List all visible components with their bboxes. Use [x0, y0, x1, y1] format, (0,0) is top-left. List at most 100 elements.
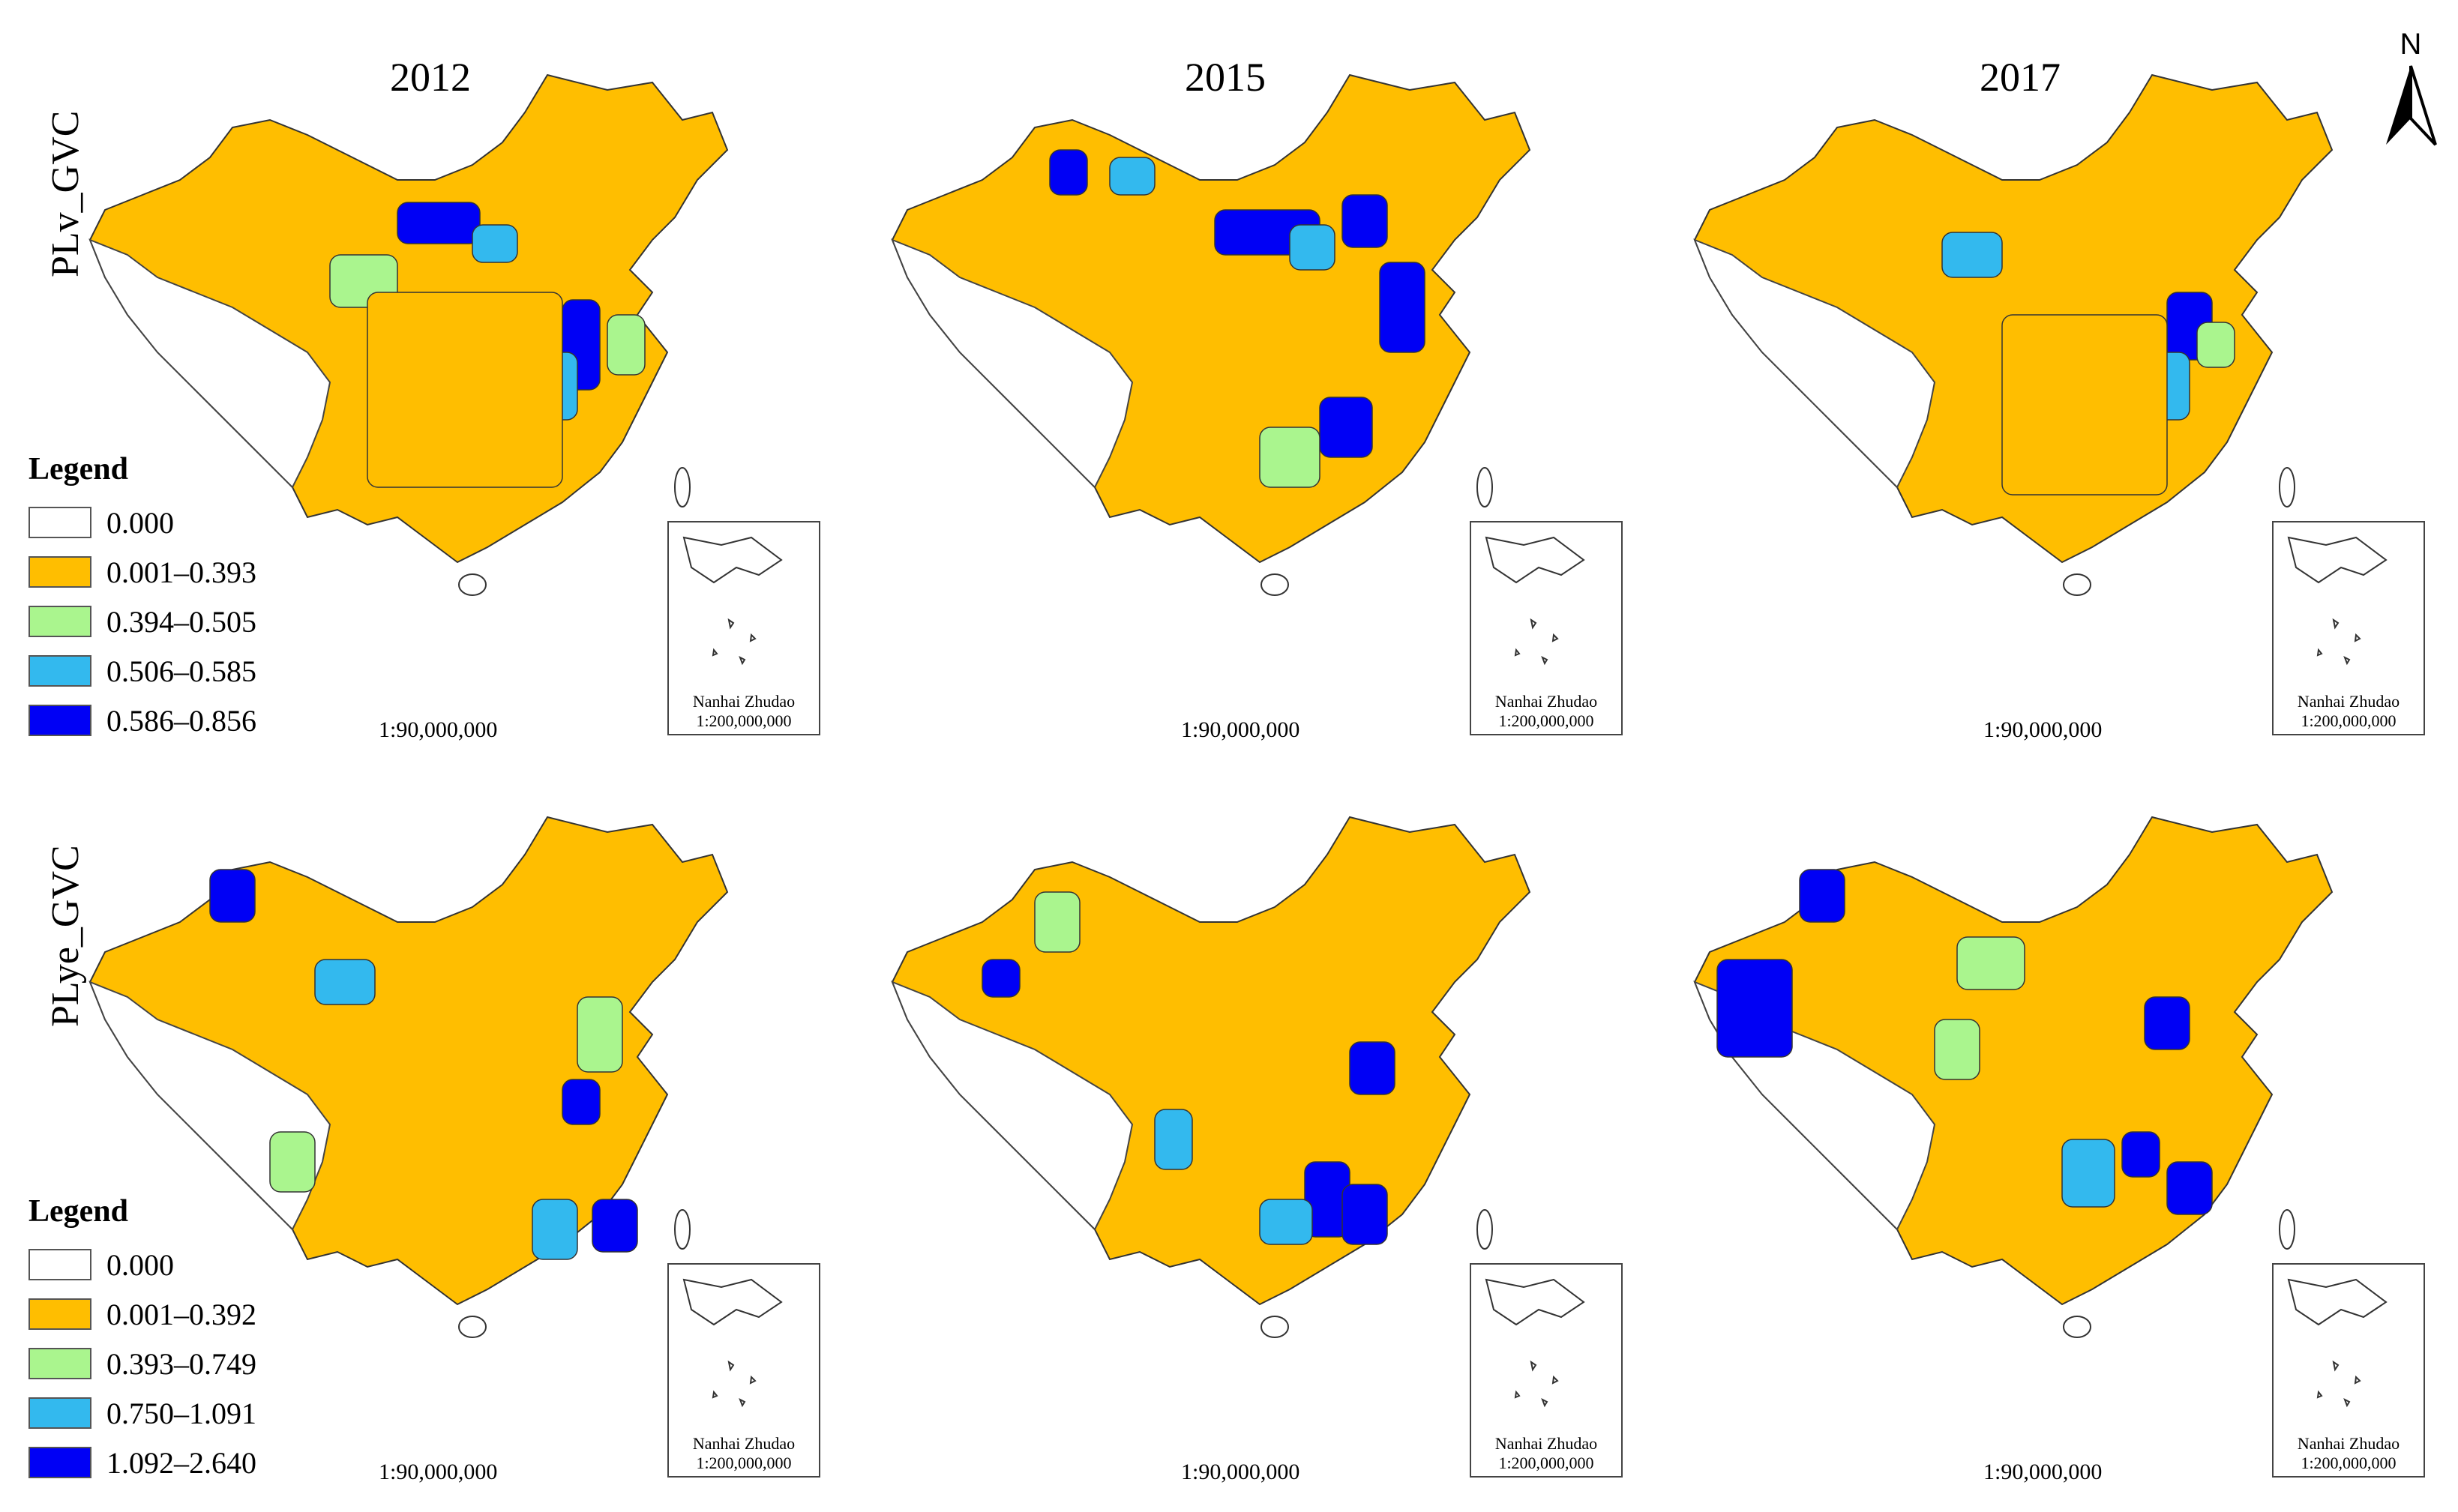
scale-text: 1:90,000,000 [1181, 1460, 1300, 1484]
nanhai-islands-icon [1485, 536, 1585, 666]
region-patch [1034, 891, 1081, 953]
map-panel [88, 73, 729, 596]
legend-item: 0.001–0.393 [28, 547, 256, 597]
region-patch [982, 959, 1021, 998]
legend-swatch [28, 1397, 91, 1429]
inset-scale: 1:200,000,000 [2301, 711, 2397, 730]
scale-text: 1:90,000,000 [379, 717, 498, 742]
region-patch [1934, 1019, 1980, 1080]
inset-scale: 1:200,000,000 [2301, 1454, 2397, 1472]
region-patch [1049, 149, 1088, 196]
scale-text: 1:90,000,000 [1983, 1460, 2103, 1484]
region-patch [2061, 1139, 2115, 1208]
year-label-2012: 2012 [390, 55, 471, 100]
inset-label: Nanhai Zhudao 1:200,000,000 [1471, 1434, 1621, 1473]
scale-text: 1:90,000,000 [1181, 717, 1300, 742]
region-patch [2196, 322, 2235, 368]
legend-swatch [28, 705, 91, 736]
inset-scale: 1:200,000,000 [696, 1454, 792, 1472]
legend-label: 0.750–1.091 [106, 1396, 256, 1430]
legend-item: 0.001–0.392 [28, 1289, 256, 1339]
legend-item: 0.750–1.091 [28, 1388, 256, 1438]
region-patch [472, 224, 518, 263]
legend-title: Legend [28, 1194, 129, 1229]
region-patch [1319, 397, 1373, 458]
inset-name: Nanhai Zhudao [2297, 692, 2400, 711]
region-patch [532, 1199, 578, 1260]
legend-swatch [28, 556, 91, 588]
inset-name: Nanhai Zhudao [692, 1434, 796, 1453]
region-patch [1941, 232, 2003, 278]
map-panel [1693, 73, 2334, 596]
legend-plye-gvc: Legend 0.000 0.001–0.392 0.393–0.749 0.7… [28, 1193, 256, 1487]
legend-swatch [28, 1298, 91, 1330]
year-label-2017: 2017 [1980, 55, 2061, 100]
inset-label: Nanhai Zhudao 1:200,000,000 [669, 692, 819, 731]
nanhai-inset: Nanhai Zhudao 1:200,000,000 [2272, 1263, 2425, 1478]
legend-label: 0.586–0.856 [106, 703, 256, 738]
hainan-island [2063, 573, 2091, 596]
map-panel [891, 73, 1531, 596]
region-zero-value [88, 238, 331, 489]
inset-label: Nanhai Zhudao 1:200,000,000 [1471, 692, 1621, 731]
map-panel [891, 816, 1531, 1338]
hainan-island [1260, 1316, 1289, 1338]
taiwan-island [674, 1209, 691, 1250]
region-patch [1379, 262, 1425, 353]
region-patch [367, 292, 563, 488]
row-label-plv-gvc: PLv_GVC [44, 110, 87, 277]
scale-text: 1:90,000,000 [1983, 717, 2103, 742]
nanhai-islands-icon [2287, 1278, 2388, 1408]
hainan-island [1260, 573, 1289, 596]
legend-label: 0.506–0.585 [106, 654, 256, 688]
scale-text: 1:90,000,000 [379, 1460, 498, 1484]
legend-swatch [28, 606, 91, 637]
region-patch [2144, 996, 2190, 1050]
inset-name: Nanhai Zhudao [2297, 1434, 2400, 1453]
inset-label: Nanhai Zhudao 1:200,000,000 [2274, 1434, 2424, 1473]
hainan-island [458, 1316, 487, 1338]
legend-label: 1.092–2.640 [106, 1445, 256, 1480]
region-patch [562, 1079, 601, 1125]
taiwan-island [1476, 467, 1493, 507]
taiwan-island [674, 467, 691, 507]
legend-item: 0.394–0.505 [28, 597, 256, 646]
inset-scale: 1:200,000,000 [1498, 711, 1594, 730]
taiwan-island [2279, 1209, 2295, 1250]
region-patch [1259, 1199, 1313, 1245]
map-panel [1693, 816, 2334, 1338]
legend-item: 0.506–0.585 [28, 646, 256, 696]
nanhai-inset: Nanhai Zhudao 1:200,000,000 [667, 1263, 820, 1478]
region-patch [1259, 427, 1320, 488]
legend-title: Legend [28, 452, 129, 487]
legend-swatch [28, 507, 91, 538]
inset-scale: 1:200,000,000 [696, 711, 792, 730]
region-patch [397, 202, 481, 244]
taiwan-island [1476, 1209, 1493, 1250]
legend-label: 0.001–0.393 [106, 555, 256, 589]
inset-name: Nanhai Zhudao [1494, 1434, 1598, 1453]
inset-scale: 1:200,000,000 [1498, 1454, 1594, 1472]
year-label-2015: 2015 [1185, 55, 1266, 100]
region-patch [1956, 936, 2025, 990]
region-patch [2121, 1131, 2160, 1178]
nanhai-inset: Nanhai Zhudao 1:200,000,000 [1470, 521, 1623, 735]
inset-label: Nanhai Zhudao 1:200,000,000 [2274, 692, 2424, 731]
north-label: N [2400, 28, 2422, 61]
nanhai-islands-icon [682, 1278, 783, 1408]
legend-label: 0.393–0.749 [106, 1346, 256, 1381]
hainan-island [2063, 1316, 2091, 1338]
legend-item: 0.393–0.749 [28, 1339, 256, 1388]
region-patch [1154, 1109, 1193, 1170]
legend-label: 0.000 [106, 1247, 174, 1282]
legend-item: 0.000 [28, 498, 256, 547]
legend-plv-gvc: Legend 0.000 0.001–0.393 0.394–0.505 0.5… [28, 451, 256, 745]
region-patch [1799, 869, 1845, 923]
legend-swatch [28, 655, 91, 687]
region-zero-value [891, 238, 1134, 489]
nanhai-islands-icon [682, 536, 783, 666]
legend-item: 0.586–0.856 [28, 696, 256, 745]
region-patch [577, 996, 623, 1073]
legend-swatch [28, 1249, 91, 1280]
region-patch [1109, 157, 1156, 196]
